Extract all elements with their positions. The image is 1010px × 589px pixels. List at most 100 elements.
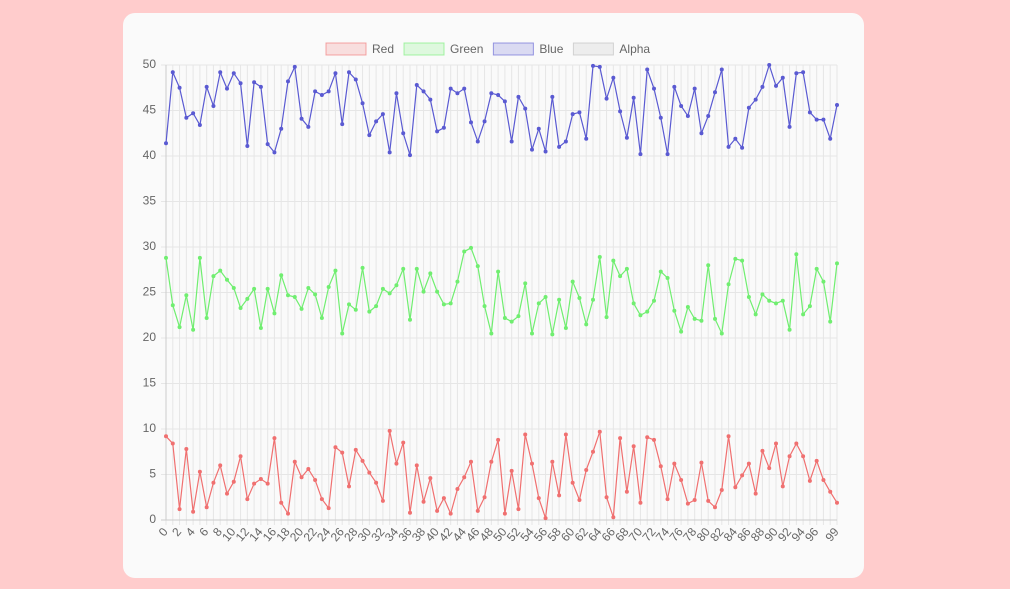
- point: [618, 109, 623, 114]
- point: [821, 279, 826, 284]
- x-tick-label: 4: [183, 525, 198, 539]
- point: [563, 432, 568, 437]
- point: [218, 70, 223, 75]
- point: [733, 136, 738, 141]
- point: [265, 481, 270, 486]
- point: [170, 441, 175, 446]
- point: [292, 295, 297, 300]
- point: [265, 286, 270, 291]
- point: [807, 478, 812, 483]
- point: [367, 133, 372, 138]
- point: [706, 113, 711, 118]
- point: [435, 129, 440, 134]
- point: [326, 89, 331, 94]
- point: [807, 304, 812, 309]
- point: [367, 309, 372, 314]
- point: [787, 124, 792, 129]
- point: [462, 86, 467, 91]
- point: [780, 484, 785, 489]
- point: [164, 434, 168, 439]
- point: [428, 476, 433, 481]
- point: [469, 245, 473, 250]
- point: [374, 480, 379, 485]
- y-tick-label: 20: [143, 330, 157, 344]
- point: [760, 448, 765, 453]
- point: [482, 495, 487, 500]
- point: [645, 435, 650, 440]
- point: [353, 447, 358, 452]
- x-tick-label: 96: [802, 525, 822, 544]
- point: [286, 511, 290, 516]
- point: [333, 445, 338, 450]
- point: [231, 479, 236, 484]
- point: [719, 67, 724, 72]
- point: [360, 265, 365, 270]
- legend-label: Green: [450, 42, 483, 56]
- point: [272, 436, 277, 441]
- point: [408, 510, 412, 515]
- y-tick-label: 10: [143, 421, 157, 435]
- point: [211, 480, 216, 485]
- legend-label: Blue: [539, 42, 563, 56]
- point: [279, 500, 284, 505]
- y-tick-label: 40: [143, 148, 157, 162]
- point: [258, 477, 263, 482]
- point: [286, 79, 290, 84]
- point: [387, 428, 392, 433]
- point: [462, 475, 467, 480]
- point: [245, 497, 250, 502]
- point: [658, 269, 663, 274]
- point: [401, 131, 406, 136]
- point: [489, 459, 494, 464]
- point: [713, 90, 717, 95]
- point: [530, 461, 534, 466]
- point: [448, 301, 453, 306]
- point: [801, 312, 806, 317]
- point: [184, 447, 189, 452]
- point: [774, 441, 778, 446]
- point: [814, 458, 819, 463]
- point: [252, 80, 257, 85]
- point: [530, 331, 534, 336]
- point: [231, 285, 236, 290]
- y-tick-label: 45: [143, 103, 157, 117]
- series-line: [165, 247, 838, 336]
- point: [238, 454, 243, 459]
- point: [326, 506, 331, 511]
- point: [509, 319, 514, 324]
- point: [740, 145, 745, 150]
- point: [679, 103, 684, 108]
- point: [319, 93, 324, 98]
- point: [292, 64, 297, 69]
- point: [652, 437, 656, 442]
- point: [252, 286, 257, 291]
- point: [326, 285, 331, 290]
- point: [713, 316, 717, 321]
- point: [347, 484, 351, 489]
- point: [624, 489, 629, 494]
- point: [374, 119, 379, 124]
- point: [597, 429, 602, 434]
- point: [726, 434, 731, 439]
- y-tick-label: 15: [143, 376, 157, 390]
- point: [828, 319, 833, 324]
- point: [814, 266, 819, 271]
- point: [306, 124, 311, 129]
- point: [719, 487, 724, 492]
- point: [509, 139, 514, 144]
- point: [624, 266, 629, 271]
- point: [299, 306, 304, 311]
- series-line: [165, 63, 838, 156]
- point: [570, 279, 575, 284]
- x-tick-label: 99: [822, 525, 842, 544]
- point: [502, 315, 507, 320]
- point: [618, 436, 623, 441]
- point: [204, 505, 209, 510]
- point: [469, 459, 473, 464]
- point: [421, 499, 426, 504]
- point: [753, 97, 758, 102]
- point: [414, 266, 419, 271]
- point: [279, 273, 284, 278]
- point: [170, 70, 175, 75]
- point: [218, 463, 223, 468]
